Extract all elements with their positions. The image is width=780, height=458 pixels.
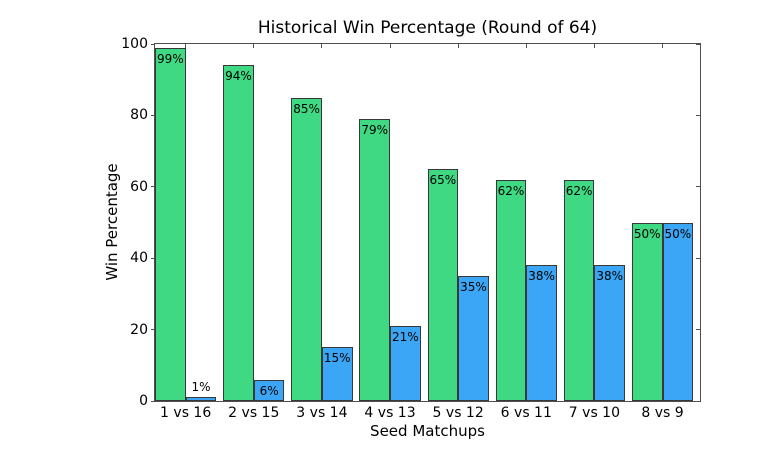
y-tick-label: 100 (121, 36, 148, 52)
lower-seed-win-pct-bar (185, 397, 217, 401)
y-tick-mark (696, 400, 700, 402)
x-tick-mark (457, 44, 459, 48)
bar-value-label: 99% (156, 51, 184, 66)
x-axis-label: Seed Matchups (370, 422, 485, 440)
bar-value-label: 1% (191, 380, 211, 395)
y-tick-label: 80 (130, 107, 148, 124)
y-tick-mark (151, 400, 155, 402)
bar-value-label: 38% (596, 269, 624, 284)
higher-seed-win-pct-bar (291, 97, 322, 401)
x-tick-mark (525, 44, 527, 48)
lower-seed-win-pct-bar (662, 222, 694, 401)
x-tick-mark (253, 44, 255, 48)
higher-seed-win-pct-bar (359, 118, 391, 401)
y-tick-mark (151, 43, 155, 45)
bar-value-label: 94% (225, 69, 252, 84)
y-tick-mark (151, 186, 155, 188)
y-tick-mark (151, 114, 155, 116)
y-tick-label: 0 (139, 393, 148, 409)
x-tick-label: 6 vs 11 (500, 405, 552, 421)
bar-value-label: 85% (293, 101, 320, 116)
y-tick-mark (696, 186, 700, 188)
higher-seed-win-pct-bar (223, 65, 254, 401)
bar-value-label: 65% (429, 172, 457, 187)
y-tick-mark (151, 329, 155, 331)
higher-seed-win-pct-bar (495, 179, 527, 401)
y-tick-label: 40 (130, 250, 148, 267)
x-tick-mark (593, 44, 595, 48)
x-tick-label: 5 vs 12 (432, 405, 484, 421)
x-tick-label: 8 vs 9 (641, 405, 684, 421)
lower-seed-win-pct-bar (594, 265, 626, 401)
bar-value-label: 21% (392, 330, 419, 345)
higher-seed-win-pct-bar (631, 222, 663, 401)
bar-value-label: 35% (460, 280, 487, 295)
x-tick-label: 3 vs 14 (296, 405, 348, 421)
x-tick-label: 2 vs 15 (228, 405, 280, 421)
higher-seed-win-pct-bar (563, 179, 595, 401)
x-tick-label: 4 vs 13 (364, 405, 416, 421)
higher-seed-win-pct-bar (155, 47, 186, 401)
lower-seed-win-pct-bar (526, 265, 557, 401)
y-tick-mark (696, 114, 700, 116)
x-tick-label: 1 vs 16 (160, 405, 212, 421)
x-tick-mark (662, 44, 664, 48)
y-tick-mark (696, 43, 700, 45)
bar-value-label: 50% (633, 226, 661, 241)
bar-value-label: 15% (323, 351, 351, 366)
bar-value-label: 62% (565, 183, 593, 198)
higher-seed-win-pct-bar (427, 168, 459, 401)
bar-value-label: 50% (664, 226, 692, 241)
bar-value-label: 6% (259, 383, 279, 398)
plot-area: 99% 1% 94% 6% 85% 15% 79% 21% 65% 35% 62% 38% 62% 38%… (151, 43, 701, 402)
y-tick-mark (151, 257, 155, 259)
lower-seed-win-pct-bar (253, 379, 285, 401)
x-tick-label: 7 vs 10 (568, 405, 620, 421)
bar-value-label: 79% (361, 122, 389, 137)
x-tick-mark (185, 44, 187, 48)
x-tick-mark (321, 44, 323, 48)
lower-seed-win-pct-bar (390, 326, 421, 401)
bar-value-label: 38% (528, 269, 555, 284)
bar-value-label: 62% (497, 183, 525, 198)
lower-seed-win-pct-bar (321, 347, 353, 401)
y-tick-mark (696, 329, 700, 331)
chart-title: Historical Win Percentage (Round of 64) (257, 18, 598, 38)
lower-seed-win-pct-bar (458, 276, 489, 401)
y-tick-label: 60 (130, 178, 148, 195)
x-tick-mark (389, 44, 391, 48)
y-tick-label: 20 (130, 321, 148, 338)
y-tick-mark (696, 257, 700, 259)
